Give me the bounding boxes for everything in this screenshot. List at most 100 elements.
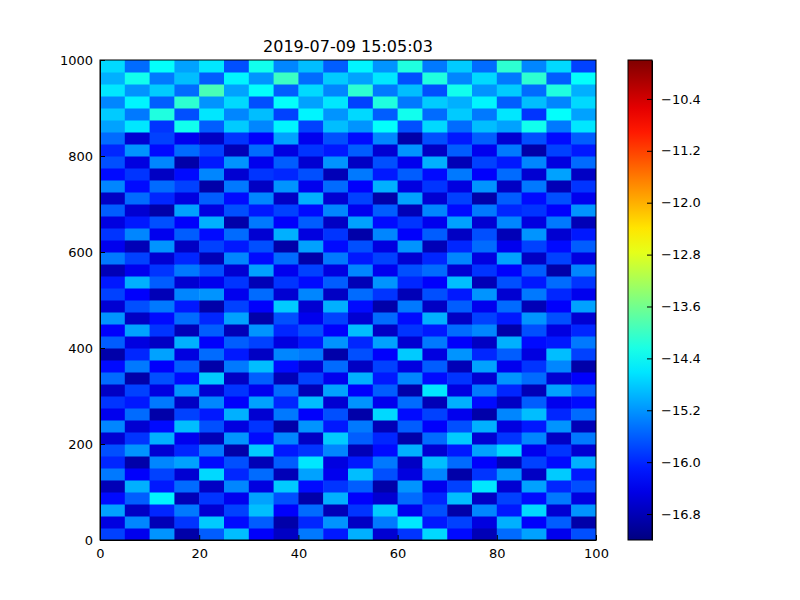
heatmap-cell bbox=[199, 372, 224, 385]
heatmap-cell bbox=[373, 312, 398, 325]
heatmap-cell bbox=[298, 300, 323, 313]
heatmap-cell bbox=[323, 408, 348, 421]
heatmap-cell bbox=[472, 360, 497, 373]
heatmap-cell bbox=[323, 492, 348, 505]
heatmap-cell bbox=[571, 288, 596, 301]
heatmap-cell bbox=[249, 60, 274, 73]
heatmap-cell bbox=[174, 276, 199, 289]
heatmap-cell bbox=[522, 384, 547, 397]
heatmap-cell bbox=[447, 132, 472, 145]
heatmap-cell bbox=[323, 384, 348, 397]
heatmap-cell bbox=[100, 336, 125, 349]
heatmap-cell bbox=[398, 168, 423, 181]
heatmap-cell bbox=[348, 300, 373, 313]
heatmap-cell bbox=[274, 528, 299, 540]
heatmap-cell bbox=[422, 96, 447, 109]
heatmap-cell bbox=[472, 144, 497, 157]
heatmap-cell bbox=[522, 120, 547, 133]
heatmap-cell bbox=[373, 348, 398, 361]
heatmap-cell bbox=[174, 132, 199, 145]
heatmap-cell bbox=[497, 516, 522, 529]
heatmap-cell bbox=[497, 180, 522, 193]
heatmap-cell bbox=[472, 228, 497, 241]
heatmap-cell bbox=[224, 168, 249, 181]
heatmap-cell bbox=[150, 528, 175, 540]
heatmap-cell bbox=[150, 84, 175, 97]
heatmap-cell bbox=[348, 336, 373, 349]
heatmap-cell bbox=[447, 252, 472, 265]
heatmap-cell bbox=[174, 192, 199, 205]
heatmap-cell bbox=[571, 312, 596, 325]
heatmap-cell bbox=[323, 228, 348, 241]
chart-title: 2019-07-09 15:05:03 bbox=[263, 37, 433, 56]
heatmap-cell bbox=[125, 372, 150, 385]
heatmap-cell bbox=[199, 264, 224, 277]
heatmap-cell bbox=[298, 504, 323, 517]
heatmap-cell bbox=[348, 144, 373, 157]
heatmap-cell bbox=[522, 336, 547, 349]
tick-label: 100 bbox=[584, 546, 609, 561]
heatmap-cell bbox=[497, 132, 522, 145]
heatmap-cell bbox=[224, 324, 249, 337]
heatmap-cell bbox=[150, 96, 175, 109]
heatmap-cell bbox=[125, 240, 150, 253]
heatmap-cell bbox=[323, 528, 348, 540]
heatmap-cell bbox=[348, 264, 373, 277]
heatmap-cell bbox=[571, 108, 596, 121]
heatmap-cell bbox=[125, 288, 150, 301]
heatmap-cell bbox=[199, 72, 224, 85]
heatmap-cell bbox=[274, 264, 299, 277]
heatmap-cell bbox=[522, 192, 547, 205]
heatmap-cell bbox=[100, 432, 125, 445]
tick: 1000 bbox=[60, 53, 105, 68]
heatmap-cell bbox=[224, 312, 249, 325]
heatmap-cell bbox=[249, 96, 274, 109]
heatmap-cell bbox=[125, 132, 150, 145]
heatmap-cell bbox=[348, 276, 373, 289]
heatmap-cell bbox=[174, 468, 199, 481]
heatmap-cell bbox=[199, 324, 224, 337]
heatmap-cell bbox=[422, 468, 447, 481]
heatmap-cell bbox=[199, 408, 224, 421]
tick-mark bbox=[497, 535, 498, 540]
heatmap-cell bbox=[447, 408, 472, 421]
heatmap-cell bbox=[373, 240, 398, 253]
heatmap-cell bbox=[298, 396, 323, 409]
heatmap-cell bbox=[199, 228, 224, 241]
heatmap-cell bbox=[398, 360, 423, 373]
heatmap-cell bbox=[422, 216, 447, 229]
heatmap-cell bbox=[398, 228, 423, 241]
heatmap-cell bbox=[125, 216, 150, 229]
heatmap-cell bbox=[298, 456, 323, 469]
heatmap-cell bbox=[249, 240, 274, 253]
heatmap-cell bbox=[373, 384, 398, 397]
heatmap-cell bbox=[249, 252, 274, 265]
heatmap-cell bbox=[398, 204, 423, 217]
heatmap-cell bbox=[546, 312, 571, 325]
heatmap-cell bbox=[224, 456, 249, 469]
tick-label: 60 bbox=[390, 546, 407, 561]
heatmap-cell bbox=[249, 384, 274, 397]
heatmap-cell bbox=[100, 168, 125, 181]
heatmap-cell bbox=[249, 180, 274, 193]
heatmap-cell bbox=[174, 96, 199, 109]
heatmap-cell bbox=[398, 420, 423, 433]
heatmap-cell bbox=[546, 168, 571, 181]
heatmap-cell bbox=[447, 216, 472, 229]
y-axis: 02004006008001000 bbox=[60, 53, 105, 548]
heatmap-cell bbox=[348, 96, 373, 109]
heatmap-cell bbox=[571, 504, 596, 517]
heatmap-cell bbox=[298, 528, 323, 540]
heatmap-cell bbox=[298, 72, 323, 85]
heatmap-cell bbox=[522, 300, 547, 313]
heatmap-cell bbox=[472, 96, 497, 109]
heatmap-cell bbox=[298, 240, 323, 253]
heatmap-cell bbox=[571, 372, 596, 385]
heatmap-cell bbox=[199, 468, 224, 481]
heatmap-cell bbox=[249, 336, 274, 349]
heatmap-cell bbox=[472, 300, 497, 313]
heatmap-cell bbox=[274, 396, 299, 409]
heatmap-cell bbox=[497, 96, 522, 109]
heatmap-cell bbox=[422, 144, 447, 157]
heatmap-cell bbox=[348, 288, 373, 301]
